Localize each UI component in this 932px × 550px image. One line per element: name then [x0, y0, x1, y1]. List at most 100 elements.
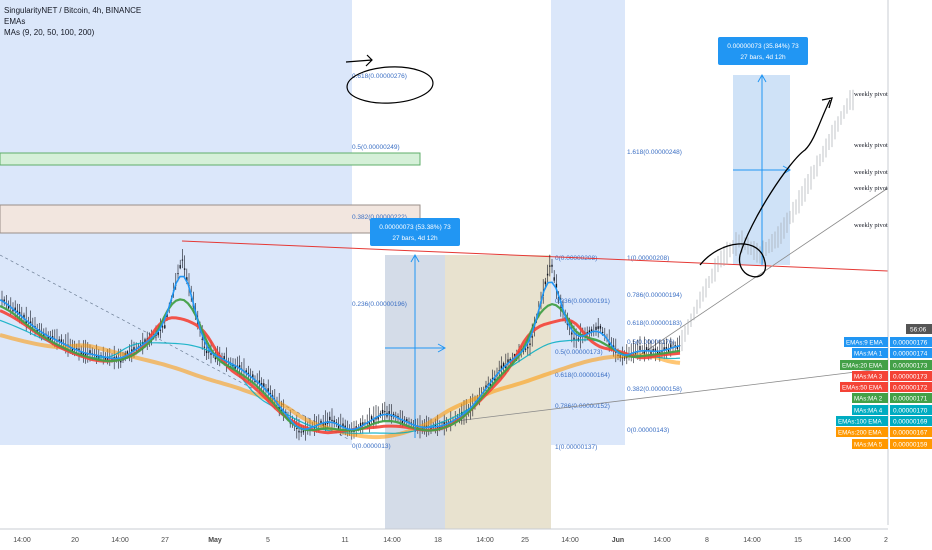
candle-body	[23, 314, 25, 319]
ma-value-tag	[890, 427, 932, 437]
candle-body	[331, 419, 333, 422]
candle-body	[342, 423, 344, 428]
candle-body	[71, 348, 74, 351]
candle-body	[379, 413, 382, 415]
candle-body	[43, 333, 45, 337]
ma-legend-tag	[852, 348, 888, 358]
ma-legend-tag	[840, 360, 888, 370]
zone-green	[0, 152, 421, 166]
candle-body	[3, 299, 5, 302]
fib-right-label: 0.618(0.00000183)	[627, 320, 682, 327]
candle-body	[51, 336, 54, 339]
measure-box-text-1: 0.00000073 (35.84%) 73	[727, 43, 799, 50]
candle-body	[16, 310, 19, 313]
candle-body	[494, 376, 496, 381]
candle-body	[58, 339, 60, 342]
candle-body	[485, 385, 487, 389]
ma-legend-tag	[852, 405, 888, 415]
candle-body	[333, 420, 335, 423]
candle-body	[164, 325, 166, 329]
fib-mid-label: 0.618(0.00000164)	[555, 372, 610, 379]
ma-legend-tag	[852, 393, 888, 403]
x-tick-label: 14:00	[13, 537, 31, 544]
ma-value-text: 0.00000170	[893, 408, 928, 415]
ma-legend-label: EMAs:100 EMA	[838, 419, 883, 426]
fib-zone-mid	[551, 0, 625, 445]
candle-body	[47, 336, 49, 340]
x-tick-label: 20	[71, 537, 79, 544]
ma-legend-tag	[844, 337, 888, 347]
candle-body	[524, 348, 527, 350]
candle-body	[267, 388, 269, 393]
candle-body	[320, 420, 322, 424]
candle-body	[95, 355, 98, 358]
candle-body	[161, 326, 164, 328]
ma-legend-tag	[840, 382, 888, 392]
candle-body	[157, 331, 159, 336]
fib-left-label: 0.5(0.00000249)	[352, 144, 400, 151]
candle-body	[89, 350, 91, 354]
candle-body	[608, 341, 610, 346]
indicator-mas[interactable]: MAs (9, 20, 50, 100, 200)	[4, 28, 95, 37]
candle-body	[663, 347, 665, 351]
candle-body	[205, 350, 208, 354]
candle-body	[183, 268, 186, 270]
indicator-emas[interactable]: EMAs	[4, 17, 26, 26]
x-tick-label: 14:00	[476, 537, 494, 544]
ma-value-tag	[890, 337, 932, 347]
ma-legend-tag	[836, 427, 888, 437]
candle-body	[498, 370, 500, 372]
candle-body	[78, 348, 80, 352]
ma-legend-label: MAs:MA 1	[854, 351, 883, 358]
candle-body	[375, 417, 377, 420]
candle-body	[106, 357, 109, 361]
fib-right-label: 1(0.00000208)	[627, 255, 669, 262]
candle-body	[300, 431, 302, 433]
x-tick-label: 14:00	[111, 537, 129, 544]
candle-body	[549, 265, 551, 267]
x-tick-label: 18	[434, 537, 442, 544]
candle-body	[571, 332, 573, 335]
fib-left-label: 0.618(0.00000276)	[352, 73, 407, 80]
x-tick-label: 5	[266, 537, 270, 544]
candle-body	[615, 351, 617, 353]
candle-body	[25, 320, 27, 325]
candle-body	[49, 337, 52, 341]
candle-body	[670, 344, 672, 349]
candle-body	[505, 365, 507, 369]
x-tick-label: 14:00	[743, 537, 761, 544]
candle-body	[80, 352, 82, 355]
candle-body	[401, 419, 404, 424]
candle-body	[252, 374, 254, 379]
candle-body	[223, 356, 225, 360]
drawing-projection	[699, 99, 831, 278]
candle-body	[368, 421, 371, 425]
ma-value-tag	[890, 416, 932, 426]
candle-body	[373, 418, 375, 423]
candle-body	[500, 365, 503, 369]
candle-body	[14, 307, 16, 311]
candle-body	[546, 273, 549, 276]
ma-value-text: 0.00000171	[893, 396, 928, 403]
candle-body	[60, 339, 63, 343]
x-tick-label: 27	[161, 537, 169, 544]
candle-body	[527, 346, 529, 349]
x-tick-label: Jun	[612, 537, 624, 544]
candle-body	[645, 347, 648, 351]
candle-body	[263, 383, 265, 388]
measure-box-text-2: 27 bars, 4d 12h	[740, 54, 786, 61]
candle-body	[650, 351, 652, 355]
candle-body	[529, 343, 531, 345]
fib-left-label: 0(0.0000013)	[352, 443, 391, 450]
candle-body	[177, 273, 179, 275]
candle-body	[595, 326, 597, 330]
candle-body	[436, 426, 439, 429]
candle-body	[159, 329, 162, 331]
candle-body	[639, 346, 641, 350]
fib-mid-label: 0.236(0.00000191)	[555, 298, 610, 305]
arrowhead-2h	[782, 165, 792, 175]
x-tick-label: 11	[341, 537, 348, 544]
candle-body	[260, 383, 263, 386]
